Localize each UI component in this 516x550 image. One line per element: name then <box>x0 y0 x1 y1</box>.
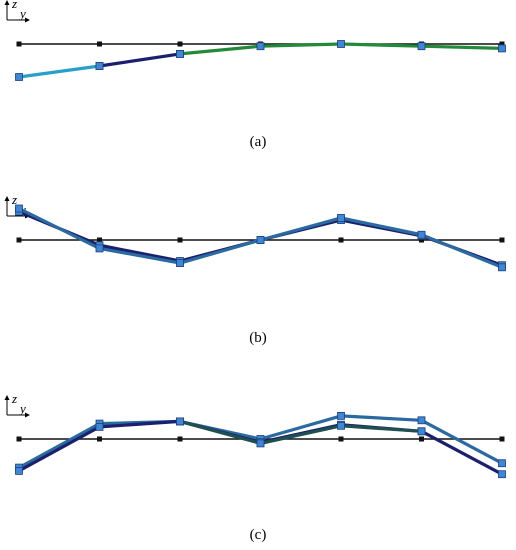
mode-shape-node <box>417 427 426 436</box>
mode-shape-line <box>99 52 181 68</box>
mode-shape-node <box>95 423 104 431</box>
mode-shape-node <box>498 470 506 479</box>
mode-shape-node <box>498 459 506 468</box>
mode-shape-node <box>498 263 506 272</box>
reference-node <box>16 41 22 47</box>
mode-shape-node <box>417 416 426 425</box>
mode-shape-node <box>256 439 265 448</box>
caption-a: (a) <box>249 134 267 150</box>
mode-shape-node <box>498 44 506 53</box>
reference-node <box>499 41 505 47</box>
z-axis-label: z <box>11 192 17 207</box>
mode-shape-node <box>417 42 426 51</box>
y-axis-label: y <box>18 6 26 21</box>
reference-node <box>16 237 22 243</box>
mode-shape-node <box>176 259 184 267</box>
reference-node <box>338 237 344 243</box>
reference-node <box>97 237 102 243</box>
mode-shape-node <box>95 244 104 253</box>
reference-node <box>419 237 424 243</box>
reference-node <box>177 41 183 47</box>
reference-node <box>177 436 183 442</box>
z-axis-label: z <box>11 391 17 406</box>
mode-shape-line <box>18 64 100 79</box>
mode-shape-node <box>256 42 265 51</box>
axis-glyph: zy <box>4 0 30 23</box>
mode-shape-node <box>417 230 426 239</box>
mode-shape-node <box>176 417 184 426</box>
caption-c: (c) <box>249 527 267 543</box>
mode-shape-plot-c: zy <box>4 391 506 479</box>
mode-shape-line <box>179 419 422 446</box>
mode-shape-node <box>15 204 23 213</box>
mode-shape-plot-a: zy <box>4 0 506 81</box>
mode-shape-node <box>15 467 23 475</box>
reference-node <box>16 436 22 442</box>
reference-node <box>419 436 424 442</box>
caption-b: (b) <box>249 330 267 346</box>
mode-shape-node <box>337 214 345 222</box>
mode-shape-node <box>176 50 184 58</box>
reference-node <box>338 436 344 442</box>
mode-shape-node <box>256 236 265 244</box>
mode-shape-node <box>337 421 345 430</box>
z-axis-label: z <box>11 0 17 11</box>
reference-node <box>177 237 183 243</box>
mode-shape-node <box>15 73 23 81</box>
reference-node <box>499 237 505 243</box>
mode-shape-node <box>337 40 345 48</box>
y-axis-label: y <box>18 401 26 416</box>
axis-glyph: zy <box>4 391 30 418</box>
mode-shape-node <box>337 412 345 420</box>
reference-node <box>97 41 102 47</box>
mode-shape-node <box>95 62 104 70</box>
mode-shape-plot-b: zy <box>4 192 506 272</box>
reference-node <box>97 436 102 442</box>
mode-shape-panel-b: zy (b) <box>0 175 516 355</box>
reference-node <box>499 436 505 442</box>
